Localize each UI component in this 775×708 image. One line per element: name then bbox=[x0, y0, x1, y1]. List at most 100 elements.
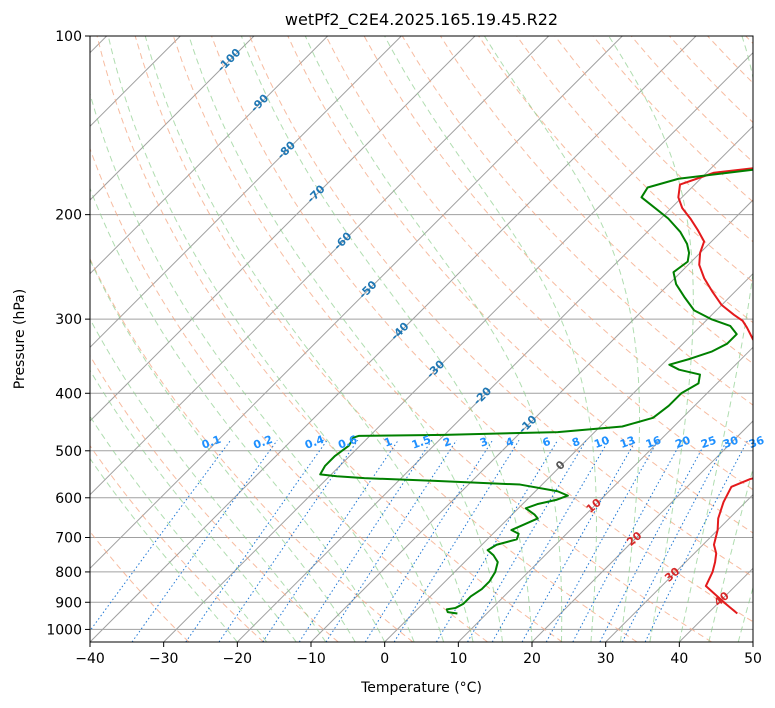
moist-adiabat-line bbox=[90, 369, 297, 642]
isotherm-line bbox=[90, 36, 697, 642]
isotherm-line bbox=[163, 51, 753, 642]
mixing-ratio-label: 3 bbox=[478, 435, 490, 450]
y-tick-label: 200 bbox=[55, 208, 82, 224]
plot-frame bbox=[89, 35, 754, 643]
mixing-ratio-label: 8 bbox=[570, 435, 582, 450]
moist-adiabat-line bbox=[90, 415, 268, 642]
isotherm-line bbox=[531, 420, 753, 642]
moist-adiabat-line bbox=[708, 466, 753, 642]
isotherm-line bbox=[236, 125, 753, 642]
isotherm-line bbox=[90, 36, 255, 201]
mixing-ratio-label: 30 bbox=[721, 433, 740, 451]
dewpoint-profile-line bbox=[319, 168, 753, 615]
x-axis-label: Temperature (°C) bbox=[360, 680, 482, 696]
moist-adiabat-line bbox=[90, 318, 327, 642]
moist-adiabat-line bbox=[483, 36, 641, 642]
y-tick-label: 900 bbox=[55, 595, 82, 611]
x-tick-label: 40 bbox=[670, 651, 688, 667]
mixing-ratio-label: 1 bbox=[382, 435, 394, 450]
mixing-ratio-label: 0.4 bbox=[303, 433, 326, 452]
moist-adiabat-line bbox=[90, 187, 386, 642]
isotherm-line bbox=[90, 36, 476, 422]
dry-adiabat-line bbox=[287, 36, 753, 534]
dry-adiabat-line bbox=[90, 444, 264, 642]
y-tick-label: 1000 bbox=[46, 622, 82, 638]
mixing-ratio-label: 16 bbox=[644, 433, 663, 451]
moist-adiabat-line bbox=[608, 36, 694, 642]
x-tick-label: 10 bbox=[449, 651, 467, 667]
background-lines bbox=[90, 36, 753, 642]
isotherm-line bbox=[90, 36, 329, 275]
moist-adiabat-line bbox=[304, 36, 563, 642]
mixing-ratio-line bbox=[298, 439, 433, 642]
moist-adiabat-line bbox=[90, 258, 356, 642]
moist-adiabat-line bbox=[144, 36, 474, 642]
mixing-ratio-label: 0.2 bbox=[252, 433, 275, 452]
dry-adiabat-line bbox=[90, 257, 414, 642]
y-tick-label: 300 bbox=[55, 312, 82, 328]
dry-adiabat-line bbox=[90, 354, 339, 642]
x-tick-label: 30 bbox=[597, 651, 615, 667]
mixing-ratio-label: 20 bbox=[673, 433, 692, 451]
dry-adiabat-line bbox=[516, 36, 753, 283]
dry-adiabat-line bbox=[249, 36, 753, 578]
isotherm-line bbox=[605, 493, 753, 642]
temperature-profile-line bbox=[677, 167, 753, 615]
x-tick-label: −20 bbox=[223, 651, 253, 667]
mixing-ratio-line bbox=[90, 439, 232, 632]
y-axis-label: Pressure (hPa) bbox=[12, 289, 28, 389]
isotherm-line bbox=[90, 36, 623, 570]
x-tick-label: −10 bbox=[296, 651, 326, 667]
x-tick-label: 0 bbox=[380, 651, 389, 667]
mixing-ratio-label: 0.6 bbox=[336, 433, 359, 452]
mixing-ratio-line bbox=[572, 440, 683, 642]
mixing-ratio-line bbox=[364, 439, 493, 642]
mixing-ratio-line bbox=[185, 439, 328, 642]
moist-adiabat-line bbox=[240, 36, 533, 642]
moist-adiabat-line bbox=[107, 36, 445, 642]
mixing-ratio-label: 36 bbox=[747, 433, 766, 451]
isotherm-line bbox=[457, 346, 753, 642]
y-tick-label: 700 bbox=[55, 531, 82, 547]
dry-adiabat-line bbox=[134, 36, 638, 642]
mixing-ratio-label: 13 bbox=[618, 434, 637, 451]
mixing-ratio-label: 1.5 bbox=[410, 433, 433, 452]
mixing-ratio-label: 0.1 bbox=[200, 433, 223, 452]
y-tick-label: 100 bbox=[55, 29, 82, 45]
y-tick-label: 400 bbox=[55, 386, 82, 402]
mixing-ratio-line bbox=[545, 440, 659, 642]
y-tick-label: 600 bbox=[55, 491, 82, 507]
moist-adiabat-line bbox=[737, 585, 753, 642]
moist-adiabat-line bbox=[188, 36, 504, 642]
moist-adiabat-line bbox=[90, 457, 238, 642]
y-tick-label: 500 bbox=[55, 444, 82, 460]
y-tick-label: 800 bbox=[55, 565, 82, 581]
mixing-ratio-line bbox=[521, 440, 637, 642]
x-tick-label: −30 bbox=[149, 651, 179, 667]
mixing-ratio-line bbox=[325, 439, 457, 642]
moist-adiabat-line bbox=[90, 92, 415, 642]
profile-lines bbox=[319, 167, 753, 615]
mixing-ratio-label: 2 bbox=[441, 435, 453, 450]
axis-ticks: −40 −30 −20 −10 0 10 20 30 40 5010020030040050060… bbox=[46, 29, 762, 667]
isotherm-line bbox=[90, 36, 402, 349]
mixing-ratio-line bbox=[393, 440, 520, 642]
dry-adiabat-line bbox=[172, 36, 712, 642]
isotherm-line bbox=[90, 36, 550, 496]
moist-adiabat-line bbox=[678, 36, 753, 642]
mixing-ratio-line bbox=[218, 439, 359, 642]
mixing-ratio-label: 6 bbox=[541, 435, 553, 450]
dry-adiabat-line bbox=[96, 36, 563, 642]
mixing-ratio-label: 4 bbox=[504, 435, 516, 450]
moist-adiabat-line bbox=[384, 36, 597, 642]
mixing-ratio-line bbox=[491, 440, 610, 642]
mixing-ratio-line bbox=[467, 440, 587, 642]
x-tick-label: 50 bbox=[744, 651, 762, 667]
mixing-ratio-line bbox=[262, 439, 399, 642]
chart-title: wetPf2_C2E4.2025.165.19.45.R22 bbox=[285, 10, 558, 30]
mixing-ratio-line bbox=[131, 439, 278, 642]
x-tick-label: −40 bbox=[75, 651, 105, 667]
isotherm-line bbox=[384, 272, 753, 642]
mixing-ratio-label: 25 bbox=[699, 434, 718, 451]
